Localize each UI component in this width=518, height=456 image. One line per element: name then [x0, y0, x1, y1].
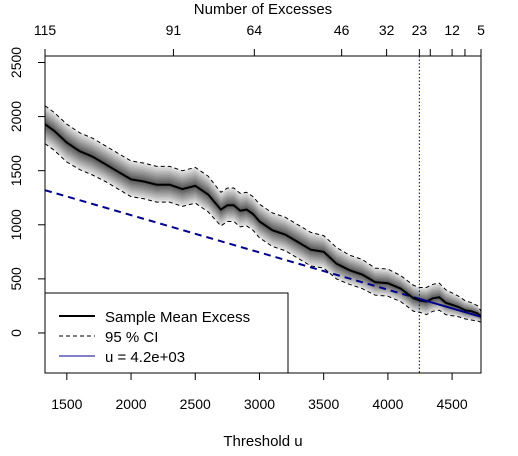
x-tick-label: 1500 — [51, 396, 82, 412]
y-tick-label: 0 — [8, 329, 24, 337]
top-tick-label: 32 — [379, 22, 395, 38]
top-tick-label: 91 — [166, 22, 182, 38]
top-tick-label: 46 — [334, 22, 350, 38]
x-tick-label: 3500 — [308, 396, 339, 412]
top-tick-label: 5 — [477, 22, 485, 38]
y-tick-label: 1500 — [8, 155, 24, 186]
confidence-band-shading — [45, 105, 481, 323]
top-axis-title: Number of Excesses — [194, 1, 332, 18]
ci-lower-line — [45, 143, 481, 323]
ci-upper-line — [45, 105, 481, 312]
legend-label-threshold: u = 4.2e+03 — [105, 349, 185, 366]
x-tick-label: 2000 — [115, 396, 146, 412]
legend-label-sample-mean-excess: Sample Mean Excess — [105, 309, 250, 326]
top-tick-label: 12 — [444, 22, 460, 38]
series-lines — [45, 105, 481, 323]
ci-band-layer — [45, 118, 481, 319]
x-tick-label: 2500 — [180, 396, 211, 412]
y-tick-label: 2500 — [8, 47, 24, 78]
sample-mean-excess-line — [45, 123, 481, 318]
x-axis-title: Threshold u — [223, 433, 302, 450]
ci-band-layer — [45, 116, 481, 320]
y-tick-label: 1000 — [8, 209, 24, 240]
y-tick-label: 2000 — [8, 101, 24, 132]
top-tick-label: 115 — [34, 22, 57, 38]
y-axis: 0 500 1000 1500 2000 2500 — [8, 47, 45, 337]
top-tick-label: 64 — [247, 22, 263, 38]
x-tick-label: 4000 — [372, 396, 403, 412]
top-axis: 115 91 64 46 32 23 12 5 — [34, 22, 485, 56]
fitted-line-extrapolated — [45, 189, 420, 300]
x-axis: 1500 2000 2500 3000 3500 4000 4500 — [51, 373, 468, 412]
x-tick-label: 3000 — [244, 396, 275, 412]
y-tick-label: 500 — [8, 267, 24, 291]
legend-box — [44, 292, 289, 374]
fitted-line — [419, 297, 481, 318]
legend-label-95-ci: 95 % CI — [105, 329, 158, 346]
top-tick-label: 23 — [412, 22, 428, 38]
x-tick-label: 4500 — [437, 396, 468, 412]
legend: Sample Mean Excess 95 % CI u = 4.2e+03 — [44, 292, 289, 374]
